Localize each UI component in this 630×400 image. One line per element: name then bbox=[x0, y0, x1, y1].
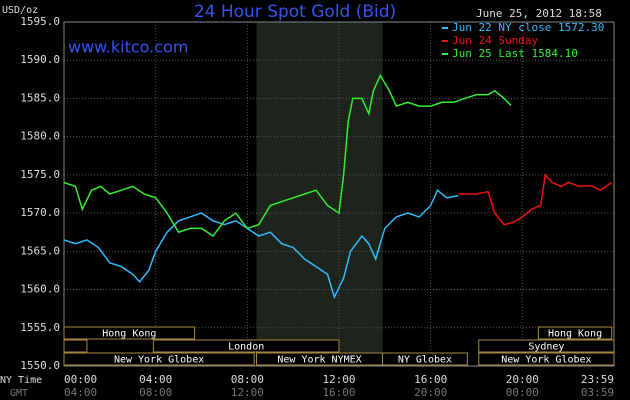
x-tick-label: 23:59 bbox=[581, 373, 614, 386]
session-box bbox=[63, 326, 196, 340]
x-tick-label: 16:00 bbox=[414, 373, 447, 386]
session-label: Sydney bbox=[528, 342, 564, 353]
x-tick-label: 00:00 bbox=[64, 373, 97, 386]
session-box bbox=[478, 352, 615, 366]
y-tick-label: 1555.0 bbox=[20, 321, 60, 334]
session-box bbox=[152, 339, 340, 353]
gmt-tick-label: 20:00 bbox=[414, 386, 447, 399]
x-tick-label: 08:00 bbox=[231, 373, 264, 386]
x-tick-label: 12:00 bbox=[322, 373, 355, 386]
price-line bbox=[63, 188, 459, 300]
gmt-tick-label: 00:00 bbox=[506, 386, 539, 399]
session-label: Hong Kong bbox=[102, 329, 156, 340]
gmt-tick-label: 12:00 bbox=[231, 386, 264, 399]
subtitle: www.kitco.com bbox=[68, 38, 188, 57]
chart-title: 24 Hour Spot Gold (Bid) bbox=[194, 2, 396, 22]
gmt-tick-label: 03:59 bbox=[581, 386, 614, 399]
y-tick-label: 1595.0 bbox=[20, 15, 60, 28]
plot-frame bbox=[63, 21, 615, 367]
session-label: New York NYMEX bbox=[277, 355, 361, 366]
x-tick-label: 04:00 bbox=[139, 373, 172, 386]
session-label: NY Globex bbox=[398, 355, 452, 366]
y-tick-label: 1570.0 bbox=[20, 206, 60, 219]
gmt-tick-label: 04:00 bbox=[64, 386, 97, 399]
y-tick-label: 1560.0 bbox=[20, 283, 60, 296]
gmt-tick-label: 16:00 bbox=[322, 386, 355, 399]
price-line bbox=[458, 173, 613, 226]
y-tick-label: 1585.0 bbox=[20, 91, 60, 104]
y-tick-label: 1580.0 bbox=[20, 130, 60, 143]
y-tick-label: 1565.0 bbox=[20, 244, 60, 257]
legend-label: Jun 25 Last 1584.10 bbox=[452, 47, 578, 60]
x-tick-label: 20:00 bbox=[506, 373, 539, 386]
y-tick-label: 1590.0 bbox=[20, 53, 60, 66]
price-line bbox=[63, 73, 512, 238]
timestamp: June 25, 2012 18:58 bbox=[476, 7, 602, 20]
session-box bbox=[478, 339, 615, 353]
legend-label: Jun 24 Sunday bbox=[452, 34, 538, 47]
session-box bbox=[537, 326, 613, 340]
session-label: New York Globex bbox=[114, 355, 204, 366]
session-label: New York Globex bbox=[501, 355, 591, 366]
session-box bbox=[382, 352, 468, 366]
y-tick-label: 1550.0 bbox=[20, 359, 60, 372]
legend-label: Jun 22 NY close 1572.30 bbox=[452, 21, 604, 34]
y-axis-label: USD/oz bbox=[2, 5, 38, 16]
session-label: London bbox=[228, 342, 264, 353]
session-label: Hong Kong bbox=[548, 329, 602, 340]
session-box bbox=[63, 339, 88, 353]
y-tick-label: 1575.0 bbox=[20, 168, 60, 181]
session-box bbox=[63, 352, 255, 366]
x-row-label: GMT bbox=[10, 388, 28, 399]
gmt-tick-label: 08:00 bbox=[139, 386, 172, 399]
x-row-label: NY Time bbox=[0, 375, 42, 386]
